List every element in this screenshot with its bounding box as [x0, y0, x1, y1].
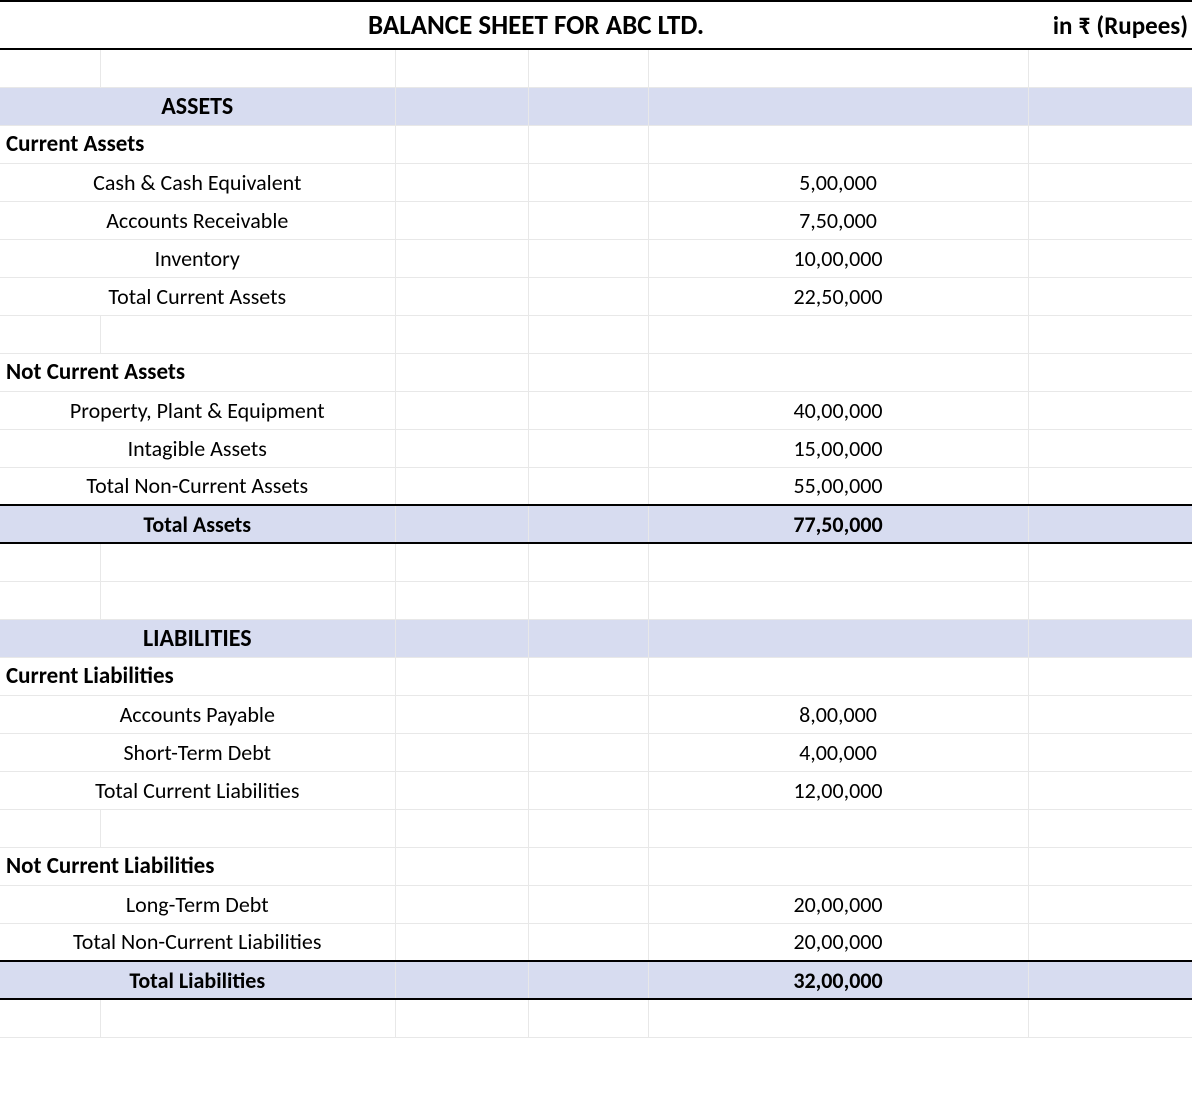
table-row: Intagible Assets 15,00,000: [0, 429, 1192, 467]
item-value: 20,00,000: [648, 885, 1028, 923]
table-row: Total Non-Current Liabilities 20,00,000: [0, 923, 1192, 961]
currency-label: in ₹ (Rupees): [1028, 1, 1192, 49]
item-label: Property, Plant & Equipment: [0, 391, 395, 429]
empty-row: [0, 315, 1192, 353]
empty-row: [0, 581, 1192, 619]
section-label: LIABILITIES: [0, 619, 395, 657]
item-value: 40,00,000: [648, 391, 1028, 429]
current-liabilities-header: Current Liabilities: [0, 657, 1192, 695]
item-label: Accounts Receivable: [0, 201, 395, 239]
current-assets-header: Current Assets: [0, 125, 1192, 163]
item-label: Total Current Liabilities: [0, 771, 395, 809]
total-label: Total Assets: [0, 505, 395, 543]
item-label: Intagible Assets: [0, 429, 395, 467]
table-row: Inventory 10,00,000: [0, 239, 1192, 277]
item-value: 7,50,000: [648, 201, 1028, 239]
sheet-title: BALANCE SHEET FOR ABC LTD.: [0, 1, 1028, 49]
item-value: 15,00,000: [648, 429, 1028, 467]
table-row: Cash & Cash Equivalent 5,00,000: [0, 163, 1192, 201]
subsection-label: Not Current Assets: [0, 353, 395, 391]
item-value: 22,50,000: [648, 277, 1028, 315]
balance-sheet-table: BALANCE SHEET FOR ABC LTD. in ₹ (Rupees)…: [0, 0, 1192, 1038]
table-row: Total Non-Current Assets 55,00,000: [0, 467, 1192, 505]
section-label: ASSETS: [0, 87, 395, 125]
table-row: Total Current Assets 22,50,000: [0, 277, 1192, 315]
item-label: Cash & Cash Equivalent: [0, 163, 395, 201]
non-current-assets-header: Not Current Assets: [0, 353, 1192, 391]
subsection-label: Current Assets: [0, 125, 395, 163]
table-row: Long-Term Debt 20,00,000: [0, 885, 1192, 923]
table-row: Accounts Payable 8,00,000: [0, 695, 1192, 733]
table-row: Short-Term Debt 4,00,000: [0, 733, 1192, 771]
item-value: 20,00,000: [648, 923, 1028, 961]
liabilities-section-header: LIABILITIES: [0, 619, 1192, 657]
item-label: Long-Term Debt: [0, 885, 395, 923]
item-label: Total Non-Current Liabilities: [0, 923, 395, 961]
table-row: Accounts Receivable 7,50,000: [0, 201, 1192, 239]
item-value: 12,00,000: [648, 771, 1028, 809]
subsection-label: Current Liabilities: [0, 657, 395, 695]
item-label: Total Current Assets: [0, 277, 395, 315]
total-value: 32,00,000: [648, 961, 1028, 999]
table-row: Total Current Liabilities 12,00,000: [0, 771, 1192, 809]
empty-row: [0, 999, 1192, 1037]
non-current-liabilities-header: Not Current Liabilities: [0, 847, 1192, 885]
total-label: Total Liabilities: [0, 961, 395, 999]
total-liabilities-row: Total Liabilities 32,00,000: [0, 961, 1192, 999]
item-label: Inventory: [0, 239, 395, 277]
item-value: 10,00,000: [648, 239, 1028, 277]
item-value: 5,00,000: [648, 163, 1028, 201]
table-row: Property, Plant & Equipment 40,00,000: [0, 391, 1192, 429]
subsection-label: Not Current Liabilities: [0, 847, 395, 885]
empty-row: [0, 49, 1192, 87]
item-label: Accounts Payable: [0, 695, 395, 733]
item-value: 55,00,000: [648, 467, 1028, 505]
empty-row: [0, 543, 1192, 581]
item-value: 4,00,000: [648, 733, 1028, 771]
total-assets-row: Total Assets 77,50,000: [0, 505, 1192, 543]
item-value: 8,00,000: [648, 695, 1028, 733]
title-row: BALANCE SHEET FOR ABC LTD. in ₹ (Rupees): [0, 1, 1192, 49]
empty-row: [0, 809, 1192, 847]
assets-section-header: ASSETS: [0, 87, 1192, 125]
item-label: Total Non-Current Assets: [0, 467, 395, 505]
item-label: Short-Term Debt: [0, 733, 395, 771]
total-value: 77,50,000: [648, 505, 1028, 543]
